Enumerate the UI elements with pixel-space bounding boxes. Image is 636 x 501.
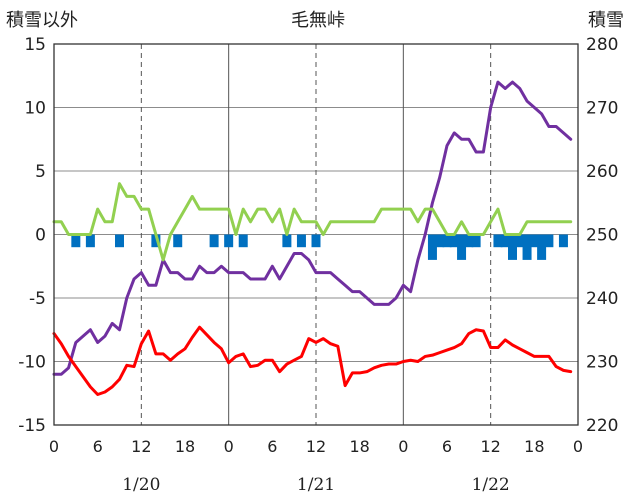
bar-mark — [449, 234, 459, 248]
left-tick-label: -15 — [18, 416, 46, 436]
right-tick-label: 270 — [586, 99, 618, 119]
x-tick-label: 18 — [349, 437, 369, 456]
date-label: 1/22 — [472, 475, 510, 495]
date-label: 1/21 — [297, 475, 335, 495]
bar-mark — [173, 234, 183, 248]
right-tick-label: 260 — [586, 162, 618, 182]
x-tick-label: 12 — [131, 437, 151, 456]
left-axis-title: 積雪以外 — [6, 10, 78, 31]
bar-mark — [71, 234, 81, 248]
x-tick-label: 12 — [480, 437, 500, 456]
bar-mark — [500, 234, 510, 248]
bar-mark — [151, 234, 161, 248]
right-axis-title: 積雪 — [588, 10, 624, 31]
series-line — [52, 80, 573, 376]
left-tick-label: -10 — [18, 353, 46, 373]
x-tick-label: 6 — [267, 437, 277, 456]
chart-title: 毛無峠 — [291, 10, 345, 31]
bar-mark — [296, 234, 306, 248]
series-line — [52, 182, 573, 262]
x-tick-label: 6 — [442, 437, 452, 456]
x-tick-label: 0 — [398, 437, 408, 456]
bar-mark — [522, 234, 532, 260]
plot-frame — [53, 43, 579, 426]
left-tick-label: -5 — [29, 289, 46, 309]
right-tick-label: 250 — [586, 226, 618, 246]
bar-mark — [457, 234, 467, 260]
bar-mark — [85, 234, 95, 248]
bar-mark — [224, 234, 234, 248]
left-tick-label: 0 — [35, 226, 46, 246]
x-tick-label: 18 — [175, 437, 195, 456]
left-tick-label: 5 — [35, 162, 46, 182]
bar-mark — [115, 234, 124, 248]
bar-mark — [471, 234, 481, 248]
date-label: 1/20 — [122, 475, 160, 495]
bar-mark — [515, 234, 525, 248]
right-tick-label: 240 — [586, 289, 618, 309]
bar-mark — [544, 234, 554, 248]
x-tick-label: 0 — [224, 437, 234, 456]
bar-mark — [508, 234, 517, 260]
bar-mark — [209, 234, 219, 248]
right-tick-label: 280 — [586, 35, 618, 55]
bar-mark — [282, 234, 292, 248]
bar-mark — [464, 234, 474, 248]
bar-mark — [442, 234, 452, 248]
bar-mark — [529, 234, 539, 248]
x-tick-label: 18 — [524, 437, 544, 456]
x-tick-label: 6 — [93, 437, 103, 456]
bar-mark — [493, 234, 503, 248]
x-tick-label: 0 — [49, 437, 59, 456]
bar-mark — [427, 234, 437, 260]
left-tick-label: 15 — [24, 35, 46, 55]
bar-mark — [537, 234, 547, 260]
right-tick-label: 230 — [586, 353, 618, 373]
bar-mark — [311, 234, 321, 248]
left-tick-label: 10 — [24, 99, 46, 119]
x-tick-label: 12 — [306, 437, 326, 456]
bar-mark — [558, 234, 568, 248]
x-tick-label: 0 — [573, 437, 583, 456]
series-line — [52, 325, 573, 397]
right-tick-label: 220 — [586, 416, 618, 436]
bar-mark — [238, 234, 248, 248]
bar-mark — [435, 234, 445, 248]
